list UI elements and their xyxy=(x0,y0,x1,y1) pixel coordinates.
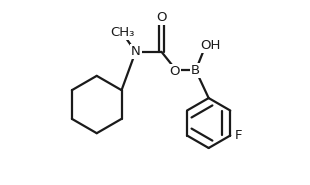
Text: O: O xyxy=(156,11,167,24)
Text: CH₃: CH₃ xyxy=(110,26,135,39)
Text: N: N xyxy=(131,45,140,58)
Text: B: B xyxy=(191,64,200,77)
Text: OH: OH xyxy=(201,39,221,52)
Text: O: O xyxy=(170,65,180,78)
Text: F: F xyxy=(234,129,242,142)
